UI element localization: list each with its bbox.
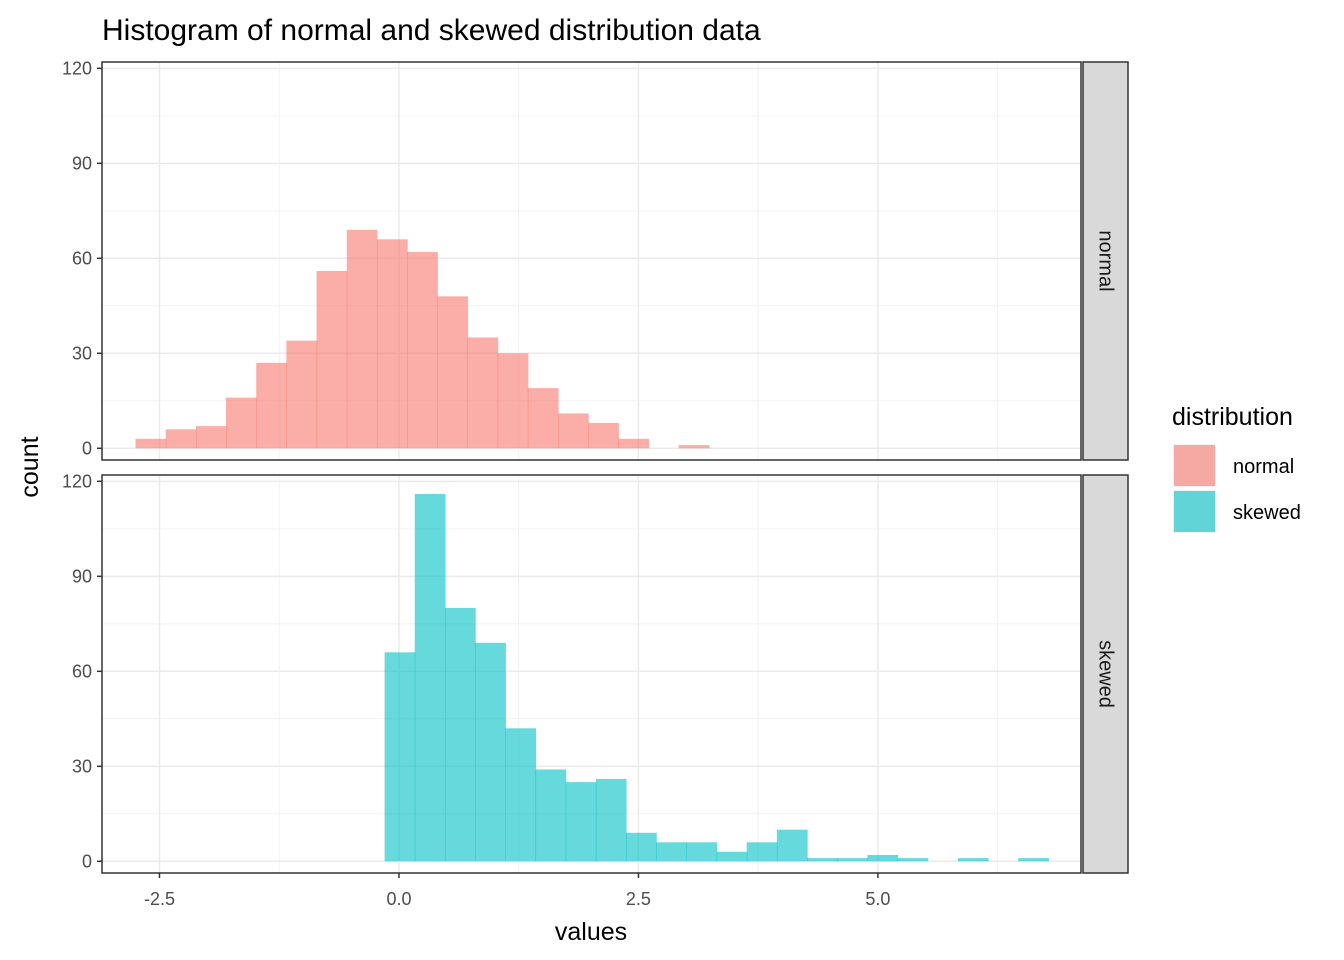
histogram-bar [165,429,197,449]
legend-title: distribution [1172,403,1293,431]
chart-title: Histogram of normal and skewed distribut… [102,14,761,47]
legend-swatch [1174,491,1215,532]
histogram-bar [407,251,438,449]
panel-border [101,474,1082,874]
histogram-bar [565,782,597,862]
histogram-bar [527,388,559,449]
y-tick-label: 30 [72,756,92,776]
facet-panel-skewed: 0 30 60 90 120 skewed [62,471,1129,874]
histogram-bar [437,296,469,449]
histogram-bar [897,858,929,862]
histogram-bar [595,778,627,862]
legend-label: normal [1233,456,1294,478]
histogram-bar [588,422,619,449]
facet-panels: 0 30 60 90 120 normal 0 30 60 90 120 skewed [62,58,1129,874]
histogram-bar [716,851,748,862]
histogram-bar [444,607,476,862]
y-tick-label: 60 [72,661,92,681]
histogram-bar [867,854,899,862]
histogram-bar [414,493,446,862]
histogram-bar [346,229,378,449]
histogram-bar [625,832,657,862]
histogram-bar [475,642,506,862]
histogram-bar [467,337,499,449]
histogram-bar [195,426,227,449]
histogram-bar [837,858,868,862]
histogram-bar [1018,858,1050,862]
histogram-bar [505,728,537,862]
x-tick-label: 2.5 [626,889,651,909]
y-tick-label: 60 [72,248,92,268]
histogram-bar [497,353,529,449]
histogram-bar [686,842,718,862]
x-tick-label: -2.5 [144,889,175,909]
histogram-bar [135,438,167,449]
y-tick-label: 90 [72,153,92,173]
y-tick-label: 120 [62,58,92,78]
histogram-bar [776,829,808,862]
y-tick-label: 90 [72,566,92,586]
y-tick-label: 0 [82,851,92,871]
histogram-bar [656,842,687,862]
series-skewed [384,493,1050,862]
histogram-bar [678,445,710,449]
histogram-bar [618,438,650,449]
legend: distribution normal skewed [1172,403,1301,533]
histogram-bar [957,858,989,862]
x-tick-label: 0.0 [386,889,411,909]
facet-strip [1082,474,1129,874]
x-tick-label: 5.0 [865,889,890,909]
facet-strip-label: skewed [1095,640,1117,708]
histogram-bar [807,858,838,862]
histogram-bar [286,340,318,449]
histogram-bar [746,842,778,862]
x-axis-title: values [555,918,627,946]
y-tick-label: 120 [62,471,92,491]
histogram-bar [376,239,408,449]
histogram-bar [226,397,257,449]
histogram-bar [256,362,288,449]
legend-item-normal: normal [1173,444,1294,487]
legend-label: skewed [1233,502,1301,524]
legend-swatch [1174,445,1215,486]
histogram-bar [316,270,348,449]
histogram-bar [535,769,567,862]
y-tick-label: 30 [72,343,92,363]
x-axis: -2.5 0.0 2.5 5.0 [144,873,890,909]
series-normal [135,229,710,449]
panel-border [101,61,1082,461]
legend-item-skewed: skewed [1173,490,1301,533]
facet-panel-normal: 0 30 60 90 120 normal [62,58,1129,461]
facet-strip-label: normal [1095,230,1117,291]
y-tick-label: 0 [82,438,92,458]
histogram-bar [384,652,416,862]
histogram-bar [557,413,589,449]
y-axis-title: count [16,436,44,497]
facet-strip [1082,61,1129,461]
